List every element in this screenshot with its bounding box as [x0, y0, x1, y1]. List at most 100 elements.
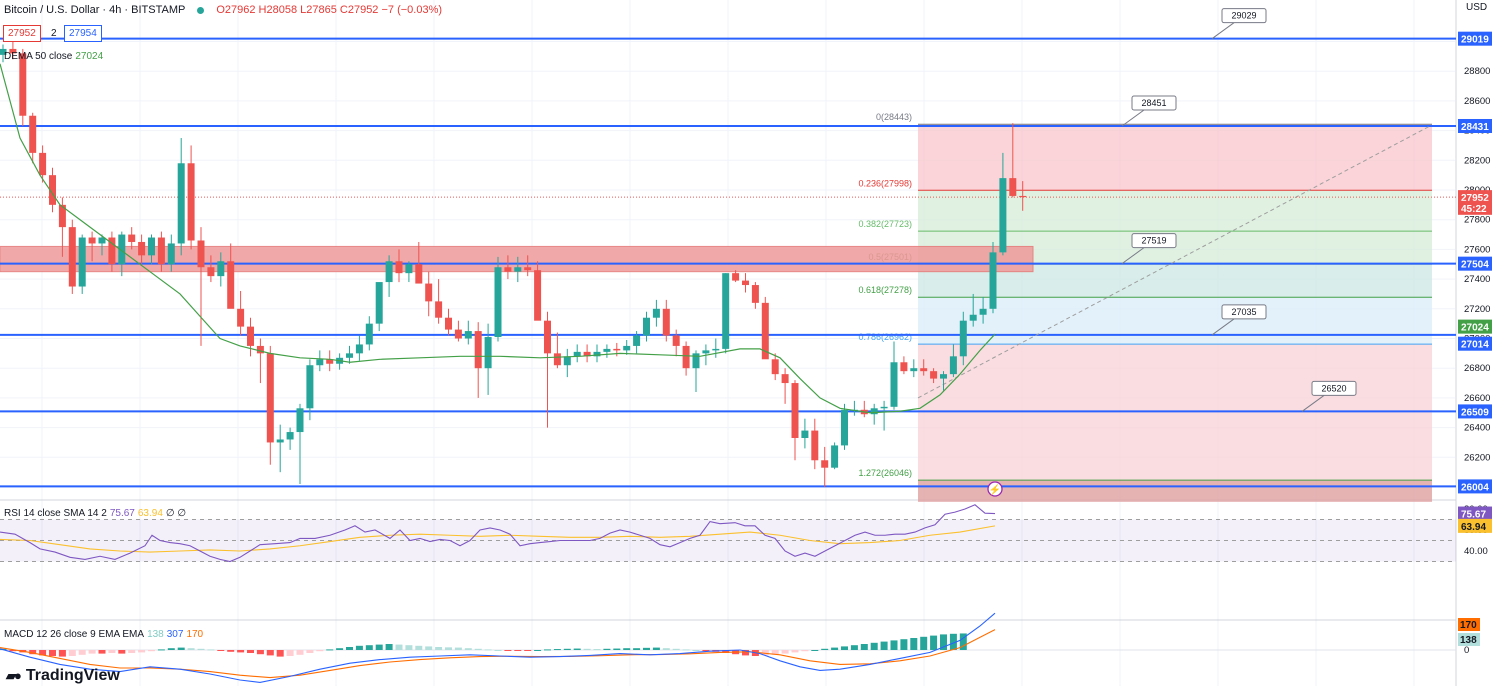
macd-bar: [633, 648, 641, 650]
macd-bar: [494, 650, 502, 651]
candle-body: [712, 348, 720, 351]
rsi-badge-label: 63.94: [1461, 522, 1486, 533]
candle-body: [623, 345, 631, 351]
candle-body: [237, 308, 245, 327]
candle-body: [682, 345, 690, 369]
candle-body: [296, 408, 304, 433]
symbol-title[interactable]: Bitcoin / U.S. Dollar · 4h · BITSTAMP: [4, 4, 186, 16]
macd-bar: [791, 650, 799, 653]
candle-body: [227, 261, 235, 309]
macd-bar: [138, 650, 146, 653]
price-axis[interactable]: 2900028800286002840028200280002780027600…: [1458, 31, 1492, 656]
candle-body: [415, 264, 423, 284]
candle-body: [187, 163, 195, 241]
fib-band: [918, 124, 1432, 191]
currency-label[interactable]: USD: [1466, 2, 1488, 13]
alert-icon[interactable]: ⚡: [987, 481, 1003, 497]
market-status-icon: [197, 6, 205, 14]
fib-label: 0.618(27278): [858, 285, 912, 295]
rsi-badge: [1458, 506, 1492, 521]
macd-bar: [88, 650, 96, 654]
candle-body: [286, 432, 294, 440]
sell-button[interactable]: 27952: [3, 25, 41, 42]
macd-bar: [652, 647, 660, 650]
macd-bar: [118, 650, 126, 654]
macd-bar: [860, 644, 868, 650]
macd-bar: [365, 645, 373, 650]
candle-body: [742, 280, 749, 286]
callout-label: 28451: [1141, 98, 1166, 108]
macd-bar: [514, 650, 522, 651]
candle-body: [276, 439, 284, 443]
rsi-legend[interactable]: RSI 14 close SMA 14 2 75.67 63.94 ∅ ∅: [4, 508, 186, 519]
callout-leader: [1301, 395, 1325, 412]
dema-legend[interactable]: DEMA 50 close 27024: [4, 51, 103, 62]
callout-box: [1311, 380, 1357, 396]
macd-bar: [177, 647, 185, 650]
macd-bar: [643, 647, 650, 650]
rsi-path: [0, 504, 996, 563]
candle-body: [1019, 195, 1027, 198]
fib-label: 0.382(27723): [858, 219, 912, 229]
macd-bar: [68, 650, 76, 656]
macd-bar: [801, 650, 809, 652]
price-badge: [1458, 31, 1492, 46]
candle-body: [88, 237, 96, 244]
macd-bar: [78, 650, 86, 655]
candle-body: [365, 323, 373, 345]
macd-legend[interactable]: MACD 12 26 close 9 EMA EMA 138 307 170: [4, 629, 203, 640]
price-badge: [1458, 336, 1492, 351]
macd-signal-path: [0, 629, 996, 679]
macd-bar: [534, 650, 542, 651]
macd-bar: [484, 649, 492, 651]
rsi-legend-name: RSI 14 close SMA 14 2: [4, 508, 107, 519]
macd-bar: [742, 650, 749, 656]
macd-bar: [375, 644, 383, 650]
candle-body: [940, 374, 947, 379]
candle-body: [910, 368, 918, 372]
macd-bar: [593, 649, 601, 651]
candle-body: [831, 445, 839, 468]
macd-bar: [880, 641, 888, 650]
candle-body: [445, 317, 452, 330]
price-badge-label: 28431: [1461, 122, 1489, 133]
alert-bolt: ⚡: [989, 483, 1001, 496]
trend-line[interactable]: [0, 125, 1456, 399]
candle-body: [197, 240, 205, 268]
candle-body: [662, 308, 670, 336]
macd-bar: [672, 648, 680, 650]
macd-bar: [682, 649, 690, 651]
price-tick: 27600: [1464, 244, 1490, 255]
macd-bar: [771, 650, 779, 655]
fib-band: [918, 297, 1432, 345]
macd-bar: [940, 634, 947, 650]
macd-bar: [544, 649, 551, 651]
tradingview-logo[interactable]: ▰● TradingView: [6, 667, 120, 685]
macd-bar: [583, 648, 591, 650]
macd-badge-label: 138: [1460, 635, 1477, 646]
macd-bar: [722, 650, 730, 653]
macd-bar: [504, 650, 512, 651]
candle-body: [474, 331, 482, 369]
macd-badge: [1458, 618, 1480, 631]
rsi-badge-label: 75.67: [1461, 510, 1486, 521]
macd-bar: [890, 640, 898, 650]
macd-bar: [98, 650, 106, 654]
buy-button[interactable]: 27954: [64, 25, 102, 42]
candle-body: [791, 383, 799, 438]
macd-bar: [662, 648, 670, 650]
rsi-pane: [0, 504, 1456, 563]
macd-bar: [108, 650, 116, 653]
candle-body: [464, 331, 472, 339]
macd-bar: [692, 650, 700, 651]
candle-body: [781, 374, 789, 384]
candle-body: [841, 409, 848, 446]
candle-body: [652, 308, 660, 318]
price-badge: [1458, 200, 1492, 215]
macd-bar: [385, 644, 393, 650]
candle-body: [702, 350, 710, 354]
macd-bar: [346, 647, 353, 650]
candle-body: [167, 243, 175, 265]
price-badge: [1458, 118, 1492, 133]
